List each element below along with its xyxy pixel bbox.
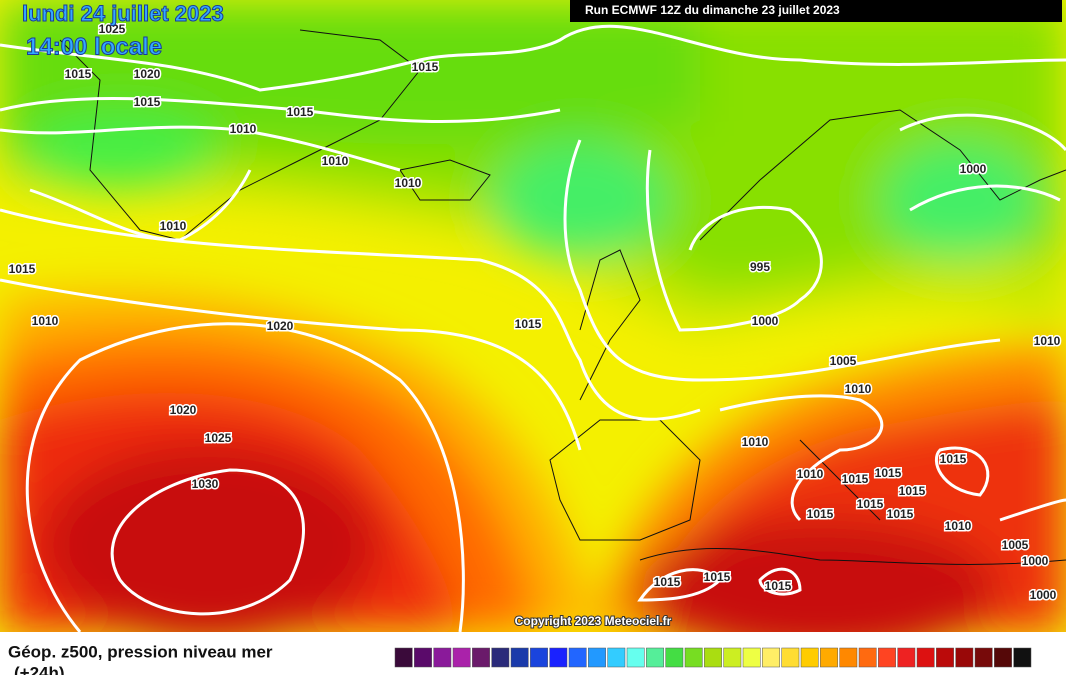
isobar-label: 1020	[267, 319, 294, 333]
scale-swatch	[781, 647, 800, 668]
isobar-label: 1020	[134, 67, 161, 81]
isobar-label: 1005	[830, 354, 857, 368]
isobar-label: 1015	[887, 507, 914, 521]
isobar-label: 1015	[940, 452, 967, 466]
isobar-label: 1025	[205, 431, 232, 445]
scale-swatch	[588, 647, 606, 668]
run-banner	[570, 0, 1062, 22]
scale-swatch	[1013, 647, 1032, 668]
scale-swatch	[878, 647, 896, 668]
scale-swatch	[491, 647, 510, 668]
scale-swatch	[974, 647, 993, 668]
copyright: Copyright 2023 Meteociel.fr	[515, 614, 672, 628]
scale-swatch	[704, 647, 722, 668]
scale-swatch	[858, 647, 877, 668]
scale-swatch	[897, 647, 916, 668]
isobar-label: 1015	[9, 262, 36, 276]
legend-title: Géop. z500, pression niveau mer	[8, 642, 273, 661]
scale-swatch	[530, 647, 548, 668]
legend-subtitle: (+24h)	[14, 663, 65, 675]
isobar-label: 1010	[1034, 334, 1061, 348]
scale-swatch	[626, 647, 645, 668]
isobar-label: 1015	[654, 575, 681, 589]
isobar-label: 1020	[170, 403, 197, 417]
scale-swatch	[568, 647, 587, 668]
isobar-label: 1025	[99, 22, 126, 36]
scale-swatch	[742, 647, 761, 668]
scale-swatch	[394, 647, 413, 668]
isobar-label: 1015	[412, 60, 439, 74]
isobar-label: 1015	[704, 570, 731, 584]
isobar-label: 1015	[287, 105, 314, 119]
scale-swatch	[433, 647, 452, 668]
scale-swatch	[936, 647, 954, 668]
scale-swatch	[665, 647, 684, 668]
isobar-label: 1005	[1002, 538, 1029, 552]
isobar-label: 1000	[1022, 554, 1049, 568]
isobars	[0, 24, 1066, 633]
scale-swatch	[684, 647, 703, 668]
isobar-label: 995	[750, 260, 770, 274]
isobar-label: 1015	[134, 95, 161, 109]
isobar-label: 1015	[515, 317, 542, 331]
isobar-label: 1015	[765, 579, 792, 593]
scale-swatch	[414, 647, 432, 668]
isobar-label: 1010	[160, 219, 187, 233]
scale-swatch	[472, 647, 490, 668]
isobar-label: 1000	[960, 162, 987, 176]
scale-swatch	[839, 647, 858, 668]
isobar-label: 1015	[65, 67, 92, 81]
scale-swatch	[916, 647, 935, 668]
isobar-label: 1010	[230, 122, 257, 136]
time: 14:00 locale	[26, 33, 162, 60]
isobar-label: 1015	[807, 507, 834, 521]
scale-swatch	[955, 647, 974, 668]
run-info: Run ECMWF 12Z du dimanche 23 juillet 202…	[585, 3, 840, 17]
isobar-label: 1010	[742, 435, 769, 449]
color-scale	[394, 647, 1032, 668]
isobar-label: 1015	[842, 472, 869, 486]
scale-swatch	[800, 647, 819, 668]
date: lundi 24 juillet 2023	[22, 1, 224, 26]
scale-swatch	[723, 647, 742, 668]
scale-swatch	[607, 647, 626, 668]
isobar-label: 1010	[845, 382, 872, 396]
isobar-label: 1015	[857, 497, 884, 511]
scale-swatch	[510, 647, 529, 668]
scale-swatch	[820, 647, 838, 668]
isobar-label: 1000	[1030, 588, 1057, 602]
scale-swatch	[549, 647, 568, 668]
isobar-label: 1010	[32, 314, 59, 328]
scale-swatch	[762, 647, 780, 668]
isobar-label: 1015	[875, 466, 902, 480]
isobar-label: 1010	[945, 519, 972, 533]
isobar-label: 1010	[395, 176, 422, 190]
scale-swatch	[646, 647, 664, 668]
isobar-label: 1010	[322, 154, 349, 168]
scale-swatch	[994, 647, 1012, 668]
isobar-label: 1000	[752, 314, 779, 328]
scale-swatch	[452, 647, 471, 668]
isobar-label: 1010	[797, 467, 824, 481]
isobar-label: 1030	[192, 477, 219, 491]
isobar-label: 1015	[899, 484, 926, 498]
